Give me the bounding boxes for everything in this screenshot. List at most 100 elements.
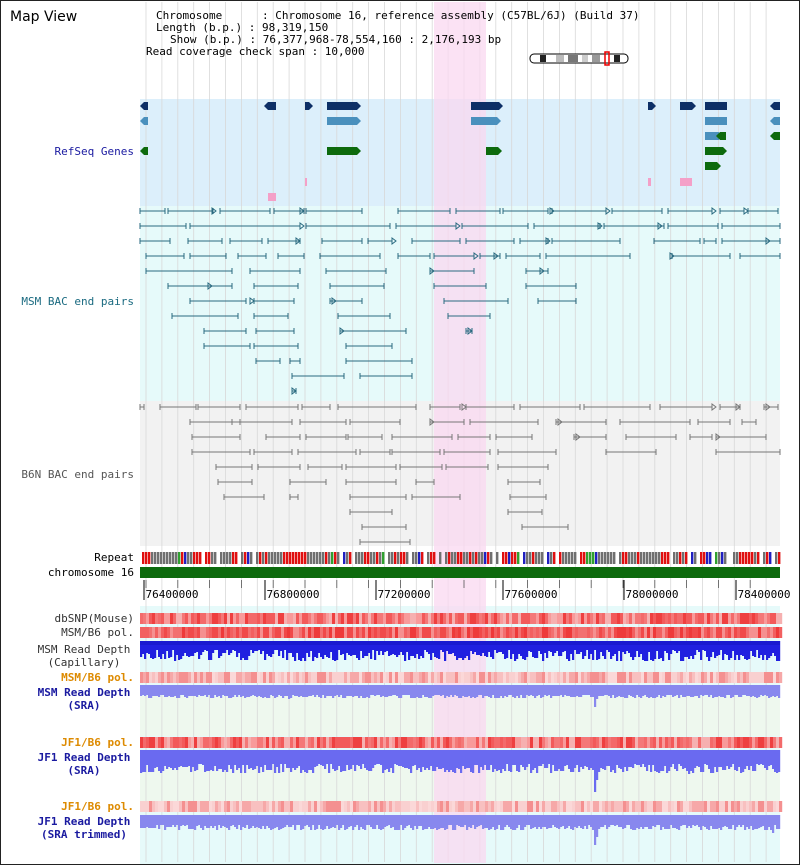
heat-cell	[257, 737, 261, 748]
depth-bar	[230, 641, 233, 653]
depth-bar	[768, 750, 771, 766]
depth-bar	[764, 641, 767, 655]
heat-cell	[188, 627, 192, 638]
depth-bar	[426, 815, 429, 829]
heat-cell	[740, 672, 744, 683]
depth-bar	[684, 685, 687, 697]
depth-bar	[644, 641, 647, 661]
heat-cell	[170, 737, 174, 748]
repeat-element	[508, 552, 511, 564]
repeat-element	[307, 552, 310, 564]
repeat-element	[607, 552, 610, 564]
heat-cell	[236, 672, 240, 683]
depth-bar	[432, 750, 435, 771]
gene-block	[327, 102, 357, 110]
heat-cell	[323, 737, 327, 748]
depth-bar	[702, 641, 705, 650]
heat-cell	[650, 613, 654, 624]
heat-cell	[410, 801, 414, 812]
depth-bar	[240, 685, 243, 697]
depth-bar	[480, 750, 483, 767]
repeat-element	[241, 552, 244, 564]
heat-cell	[692, 801, 696, 812]
heat-cell	[662, 627, 666, 638]
depth-bar	[538, 685, 541, 695]
depth-bar	[520, 685, 523, 695]
heat-cell	[356, 627, 360, 638]
depth-bar	[636, 641, 639, 651]
depth-bar	[768, 641, 771, 658]
heat-cell	[626, 613, 630, 624]
heat-cell	[155, 613, 159, 624]
heat-cell	[245, 627, 249, 638]
depth-bar	[448, 815, 451, 825]
heat-cell	[320, 613, 324, 624]
heat-cell	[257, 627, 261, 638]
repeat-element	[610, 552, 613, 564]
depth-bar	[306, 815, 309, 825]
heat-cell	[668, 613, 672, 624]
heat-cell	[485, 613, 489, 624]
heat-cell	[671, 801, 675, 812]
depth-bar	[606, 641, 609, 650]
depth-bar	[670, 815, 673, 825]
heat-cell	[671, 672, 675, 683]
heat-cell	[623, 627, 627, 638]
depth-bar	[418, 685, 421, 698]
heat-cell	[347, 801, 351, 812]
depth-bar	[580, 815, 583, 828]
depth-bar	[746, 750, 749, 766]
heat-cell	[191, 672, 195, 683]
track-label-refseq-genes[interactable]: RefSeq Genes	[54, 145, 134, 158]
depth-bar	[628, 685, 631, 695]
heat-cell	[509, 613, 513, 624]
depth-bar	[628, 641, 631, 653]
track-label-b6n-bac[interactable]: B6N BAC end pairs	[21, 468, 134, 481]
depth-bar	[686, 750, 689, 771]
depth-bar	[402, 815, 405, 830]
heat-cell	[713, 627, 717, 638]
heat-cell	[464, 737, 468, 748]
heat-cell	[395, 627, 399, 638]
depth-bar	[700, 685, 703, 695]
heat-cell	[197, 627, 201, 638]
heat-cell	[608, 613, 612, 624]
heat-cell	[233, 613, 237, 624]
heat-cell	[620, 801, 624, 812]
depth-bar	[212, 641, 215, 653]
track-label-msm-bac[interactable]: MSM BAC end pairs	[21, 295, 134, 308]
heat-cell	[599, 613, 603, 624]
heat-cell	[536, 801, 540, 812]
heat-cell	[521, 672, 525, 683]
depth-bar	[246, 685, 249, 697]
depth-bar	[680, 685, 683, 695]
depth-bar	[424, 750, 427, 770]
depth-bar	[584, 685, 587, 695]
heat-cell	[275, 627, 279, 638]
heat-cell	[749, 737, 753, 748]
heat-cell	[155, 801, 159, 812]
gene-feature-pink	[680, 178, 692, 186]
depth-bar	[712, 750, 715, 773]
repeat-element	[169, 552, 172, 564]
heat-cell	[374, 627, 378, 638]
heat-cell	[632, 613, 636, 624]
depth-bar	[170, 815, 173, 827]
depth-bar	[466, 641, 469, 656]
heat-cell	[158, 737, 162, 748]
depth-bar	[142, 815, 145, 828]
heat-cell	[665, 627, 669, 638]
repeat-element	[268, 552, 271, 564]
heat-cell	[194, 613, 198, 624]
depth-bar	[416, 685, 419, 697]
heat-cell	[335, 801, 339, 812]
depth-bar	[428, 815, 431, 827]
heat-cell	[164, 801, 168, 812]
heat-cell	[278, 737, 282, 748]
heat-cell	[440, 737, 444, 748]
depth-bar	[320, 685, 323, 698]
repeat-element	[484, 552, 487, 564]
depth-bar	[658, 815, 661, 825]
depth-bar	[206, 685, 209, 697]
